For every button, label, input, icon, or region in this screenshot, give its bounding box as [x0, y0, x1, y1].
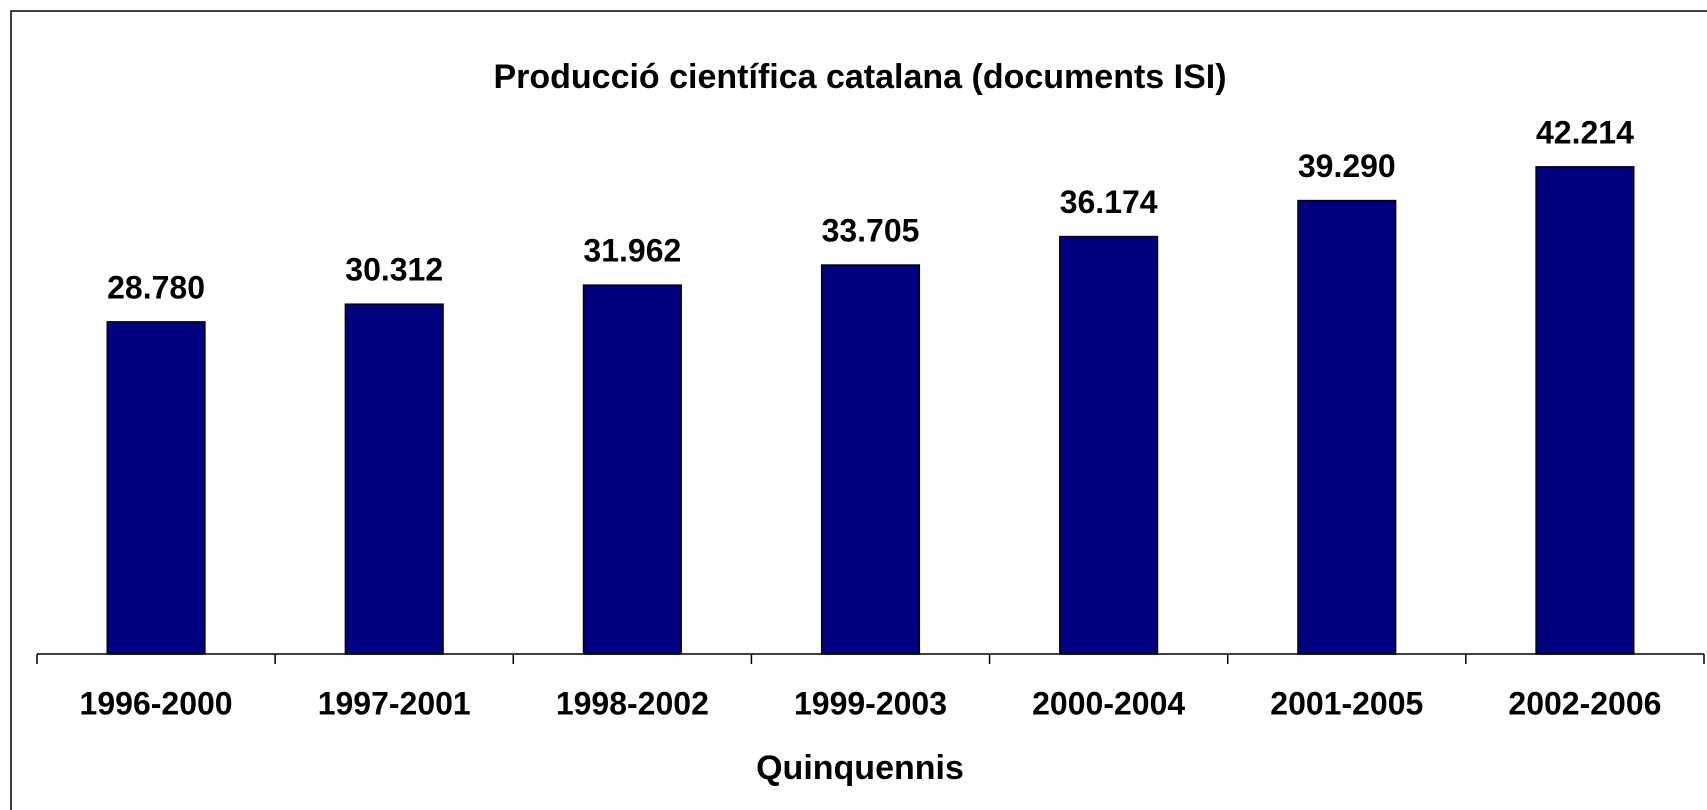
bar — [820, 264, 921, 655]
x-tick-label: 1997-2001 — [318, 685, 471, 721]
bar — [1059, 235, 1159, 655]
data-label: 42.214 — [1536, 114, 1634, 150]
x-axis-title: Quinquennis — [756, 749, 964, 787]
data-label: 31.962 — [583, 233, 681, 269]
bar — [582, 284, 682, 655]
bar — [1297, 199, 1397, 655]
chart-title: Producció científica catalana (documents… — [493, 58, 1226, 96]
x-tick-label: 2000-2004 — [1032, 685, 1185, 721]
data-label: 33.705 — [822, 212, 920, 248]
bar — [1535, 166, 1635, 655]
data-label: 36.174 — [1060, 184, 1158, 220]
bar — [344, 303, 444, 655]
data-label: 30.312 — [345, 252, 443, 288]
x-tick-label: 1998-2002 — [556, 685, 709, 721]
x-tick-label: 1996-2000 — [80, 685, 233, 721]
x-tick-label: 2001-2005 — [1270, 685, 1423, 721]
data-label: 28.780 — [107, 269, 205, 305]
data-label: 39.290 — [1298, 148, 1396, 184]
bar — [106, 321, 206, 655]
x-tick-label: 2002-2006 — [1508, 685, 1661, 721]
x-tick-label: 1999-2003 — [794, 685, 947, 721]
chart-border — [10, 10, 1707, 810]
